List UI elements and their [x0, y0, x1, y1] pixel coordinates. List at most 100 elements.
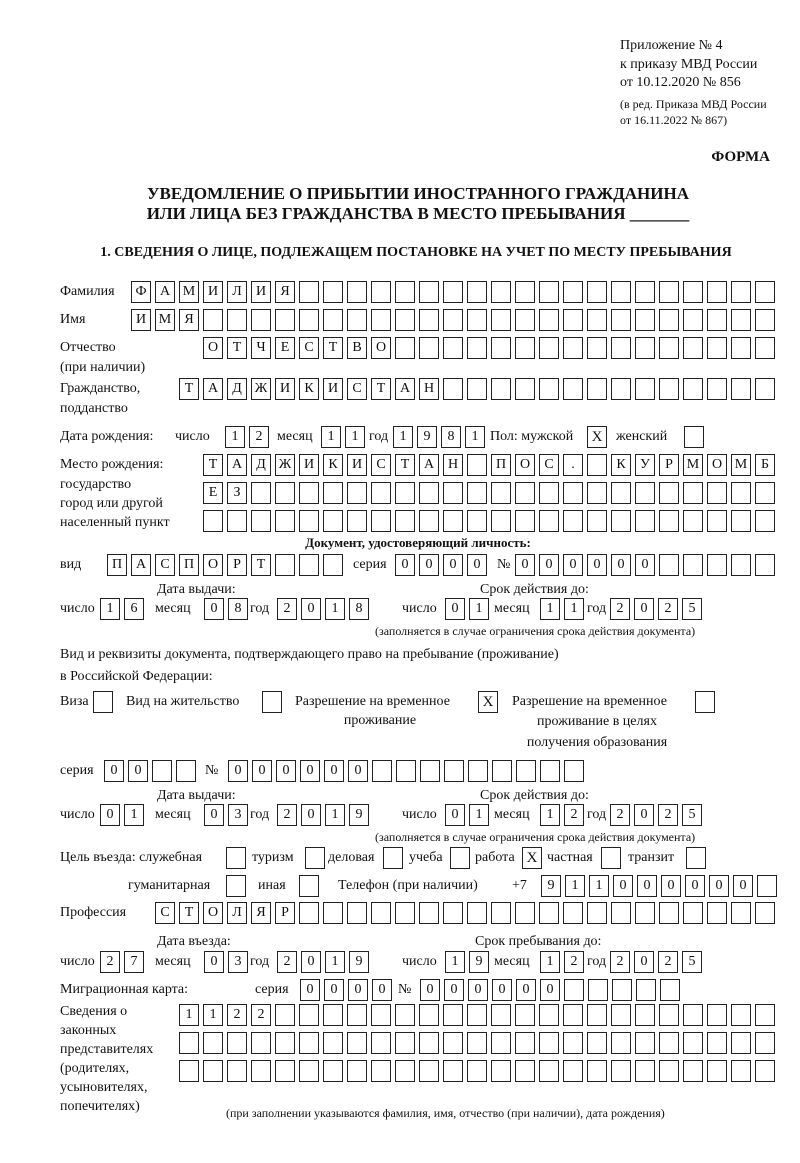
char-cell[interactable]	[587, 281, 607, 303]
char-cell[interactable]	[419, 281, 439, 303]
char-cell[interactable]	[371, 482, 391, 504]
purpose-work-checkbox[interactable]: X	[522, 847, 542, 869]
char-cell[interactable]	[611, 1060, 631, 1082]
char-cell[interactable]: 0	[444, 979, 464, 1001]
char-cell[interactable]	[683, 1032, 703, 1054]
char-cell[interactable]: К	[299, 378, 319, 400]
char-cell[interactable]: 1	[564, 598, 584, 620]
char-cell[interactable]	[707, 1004, 727, 1026]
char-cell[interactable]	[323, 902, 343, 924]
char-cell[interactable]: 0	[492, 979, 512, 1001]
char-cell[interactable]: О	[371, 337, 391, 359]
char-cell[interactable]	[347, 510, 367, 532]
char-cell[interactable]	[660, 979, 680, 1001]
char-cell[interactable]	[683, 510, 703, 532]
char-cell[interactable]	[299, 1060, 319, 1082]
char-cell[interactable]: 0	[661, 875, 681, 897]
char-cell[interactable]	[659, 554, 679, 576]
char-cell[interactable]: 8	[349, 598, 369, 620]
char-cell[interactable]: Ч	[251, 337, 271, 359]
char-cell[interactable]	[563, 902, 583, 924]
char-cell[interactable]	[491, 902, 511, 924]
char-cell[interactable]	[539, 309, 559, 331]
char-cell[interactable]	[515, 378, 535, 400]
char-cell[interactable]: 0	[563, 554, 583, 576]
char-cell[interactable]: И	[131, 309, 151, 331]
char-cell[interactable]: 0	[301, 804, 321, 826]
char-cell[interactable]: 3	[228, 951, 248, 973]
char-cell[interactable]	[539, 1060, 559, 1082]
char-cell[interactable]	[395, 510, 415, 532]
char-cell[interactable]: А	[203, 378, 223, 400]
char-cell[interactable]	[587, 482, 607, 504]
char-cell[interactable]: 1	[393, 426, 413, 448]
char-cell[interactable]	[419, 1004, 439, 1026]
char-cell[interactable]: 0	[252, 760, 272, 782]
char-cell[interactable]: К	[611, 454, 631, 476]
char-cell[interactable]	[515, 1004, 535, 1026]
char-cell[interactable]: 8	[228, 598, 248, 620]
char-cell[interactable]	[755, 1004, 775, 1026]
char-cell[interactable]	[683, 378, 703, 400]
char-cell[interactable]: 0	[445, 804, 465, 826]
char-cell[interactable]	[467, 309, 487, 331]
trp-edu-checkbox[interactable]	[695, 691, 715, 713]
char-cell[interactable]	[612, 979, 632, 1001]
char-cell[interactable]	[443, 1004, 463, 1026]
char-cell[interactable]: И	[347, 454, 367, 476]
char-cell[interactable]	[539, 337, 559, 359]
char-cell[interactable]	[587, 454, 607, 476]
char-cell[interactable]	[371, 1060, 391, 1082]
char-cell[interactable]: 0	[611, 554, 631, 576]
char-cell[interactable]: 2	[610, 951, 630, 973]
char-cell[interactable]	[152, 760, 172, 782]
char-cell[interactable]	[659, 902, 679, 924]
char-cell[interactable]	[755, 902, 775, 924]
char-cell[interactable]	[227, 1032, 247, 1054]
char-cell[interactable]	[659, 309, 679, 331]
char-cell[interactable]	[515, 482, 535, 504]
char-cell[interactable]	[491, 1004, 511, 1026]
char-cell[interactable]: Т	[371, 378, 391, 400]
char-cell[interactable]: 0	[516, 979, 536, 1001]
char-cell[interactable]	[347, 902, 367, 924]
char-cell[interactable]: 0	[204, 804, 224, 826]
char-cell[interactable]: 2	[658, 951, 678, 973]
char-cell[interactable]	[203, 510, 223, 532]
char-cell[interactable]: 1	[321, 426, 341, 448]
char-cell[interactable]	[467, 281, 487, 303]
char-cell[interactable]	[299, 554, 319, 576]
char-cell[interactable]	[635, 1004, 655, 1026]
char-cell[interactable]: 9	[349, 951, 369, 973]
char-cell[interactable]: 0	[634, 598, 654, 620]
char-cell[interactable]	[299, 309, 319, 331]
sex-male-checkbox[interactable]: X	[587, 426, 607, 448]
char-cell[interactable]	[707, 309, 727, 331]
char-cell[interactable]	[347, 1060, 367, 1082]
char-cell[interactable]: 6	[124, 598, 144, 620]
char-cell[interactable]	[755, 1060, 775, 1082]
char-cell[interactable]	[659, 1060, 679, 1082]
char-cell[interactable]	[491, 378, 511, 400]
char-cell[interactable]: 0	[324, 760, 344, 782]
char-cell[interactable]: 1	[325, 598, 345, 620]
char-cell[interactable]: 0	[301, 951, 321, 973]
char-cell[interactable]	[635, 482, 655, 504]
char-cell[interactable]	[611, 510, 631, 532]
char-cell[interactable]: 1	[225, 426, 245, 448]
char-cell[interactable]	[443, 281, 463, 303]
char-cell[interactable]: О	[707, 454, 727, 476]
char-cell[interactable]: 1	[345, 426, 365, 448]
char-cell[interactable]	[540, 760, 560, 782]
char-cell[interactable]	[515, 281, 535, 303]
char-cell[interactable]	[275, 1004, 295, 1026]
char-cell[interactable]: В	[347, 337, 367, 359]
char-cell[interactable]	[371, 902, 391, 924]
trp-checkbox[interactable]: X	[478, 691, 498, 713]
char-cell[interactable]: 1	[203, 1004, 223, 1026]
char-cell[interactable]	[395, 1004, 415, 1026]
char-cell[interactable]	[587, 1032, 607, 1054]
char-cell[interactable]: М	[179, 281, 199, 303]
char-cell[interactable]: З	[227, 482, 247, 504]
char-cell[interactable]	[587, 510, 607, 532]
